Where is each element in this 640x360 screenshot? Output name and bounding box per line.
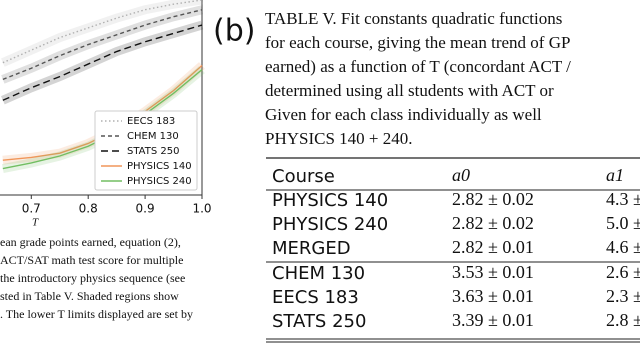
table-cell: CHEM 130 [272,263,365,284]
x-tick-label: 0.8 [79,202,98,216]
x-tick-label: 0.7 [22,202,41,216]
table-cell: 4.6 ± [606,237,640,257]
caption-line: the introductory physics sequence (see [0,271,185,285]
caption-line: Given for each class individually as wel… [265,105,542,124]
table-cell: PHYSICS 140 [272,190,388,211]
caption-line: sted in Table V. Shaded regions show [0,289,179,303]
table-cell: 2.8 ± [606,310,640,330]
panel-label: (b) [213,14,255,49]
caption-line: PHYSICS 140 + 240. [265,129,413,148]
legend-label: PHYSICS 240 [127,176,192,187]
table-cell: 4.3 ± [606,189,640,209]
table-cell: 2.82 ± 0.02 [452,213,534,233]
caption-line: earned) as a function of T (concordant A… [265,57,571,76]
table-cell: EECS 183 [272,287,359,308]
table-cell: MERGED [272,238,351,259]
caption-line: . The lower T limits displayed are set b… [0,307,193,321]
table-cell: 2.3 ± [606,286,640,306]
series-line [2,9,203,81]
table: Course a0 a1 PHYSICS 140 2.82 ± 0.02 4.3 ± PHY… [266,157,640,343]
table-cell: 3.39 ± 0.01 [452,310,534,330]
legend-label: STATS 250 [127,146,179,157]
table-cell: STATS 250 [272,311,366,332]
table-cell: 2.82 ± 0.01 [452,237,534,257]
table-cell: 5.0 ± [606,213,640,233]
caption-line: determined using all students with ACT o… [265,81,554,100]
caption-line: ean grade points earned, equation (2), [0,235,181,249]
legend-label: CHEM 130 [127,131,179,142]
column-header: a1 [606,165,624,185]
x-tick-label: 0.9 [136,202,155,216]
legend-label: EECS 183 [127,116,175,127]
figure-caption: ean grade points earned, equation (2), AC… [0,235,193,321]
caption-line: ACT/SAT math test score for multiple [0,253,183,267]
x-axis-label: T [32,217,39,229]
x-tick-label: 1.0 [192,202,211,216]
legend-box [94,110,198,191]
table-cell: 3.53 ± 0.01 [452,262,534,282]
caption-line: for each course, giving the mean trend o… [265,33,570,52]
caption-line: TABLE V. Fit constants quadratic functio… [265,9,562,28]
chart: 0.7 0.8 0.9 1.0 EECS 183 CHEM 130 STATS 250 PHY… [0,0,212,216]
table-cell: 2.82 ± 0.02 [452,189,534,209]
table-cell: PHYSICS 240 [272,214,388,235]
table-caption: TABLE V. Fit constants quadratic functio… [265,9,571,148]
table-cell: 3.63 ± 0.01 [452,286,534,306]
table-cell: 2.6 ± [606,262,640,282]
column-header: Course [272,166,335,187]
column-header: a0 [452,165,470,185]
series-line [2,24,203,101]
legend-label: PHYSICS 140 [127,161,192,172]
series-line [2,0,203,64]
